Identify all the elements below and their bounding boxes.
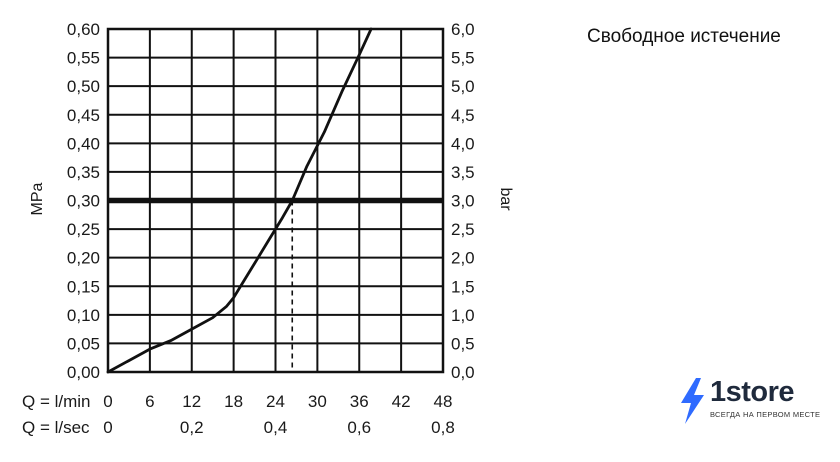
brand-name: 1store bbox=[710, 376, 795, 408]
tick-labels: 0,000,050,100,150,200,250,300,350,400,45… bbox=[22, 20, 475, 437]
y-tick-label-right: 3,5 bbox=[451, 163, 475, 182]
y-tick-label-left: 0,10 bbox=[67, 306, 100, 325]
y-tick-label-right: 0,5 bbox=[451, 334, 475, 353]
x-tick-label: 36 bbox=[350, 392, 369, 411]
y-tick-label-right: 1,5 bbox=[451, 277, 475, 296]
plot-border bbox=[106, 27, 445, 374]
x-tick-label: 42 bbox=[392, 392, 411, 411]
x-tick-label: 0,8 bbox=[431, 418, 455, 437]
y-axis-label-left: MPa bbox=[29, 182, 46, 215]
x-axis-row-label: Q = l/sec bbox=[22, 418, 90, 437]
chart-heading: Свободное истечение bbox=[587, 26, 781, 47]
x-tick-label: 0 bbox=[103, 418, 112, 437]
x-tick-label: 0 bbox=[103, 392, 112, 411]
y-tick-label-left: 0,30 bbox=[67, 192, 100, 211]
y-tick-label-right: 6,0 bbox=[451, 20, 475, 39]
y-tick-label-right: 2,0 bbox=[451, 249, 475, 268]
pressure-curve bbox=[106, 27, 373, 374]
x-tick-label: 0,4 bbox=[264, 418, 288, 437]
x-tick-label: 30 bbox=[308, 392, 327, 411]
x-tick-label: 0,6 bbox=[347, 418, 371, 437]
x-tick-label: 24 bbox=[266, 392, 285, 411]
y-tick-label-right: 4,5 bbox=[451, 106, 475, 125]
x-tick-label: 48 bbox=[434, 392, 453, 411]
plot-frame bbox=[106, 27, 445, 374]
series-layer bbox=[106, 27, 373, 374]
y-tick-label-left: 0,60 bbox=[67, 20, 100, 39]
y-tick-label-left: 0,15 bbox=[67, 277, 100, 296]
y-tick-label-left: 0,20 bbox=[67, 249, 100, 268]
y-tick-label-left: 0,50 bbox=[67, 77, 100, 96]
y-tick-label-left: 0,25 bbox=[67, 220, 100, 239]
x-tick-label: 0,2 bbox=[180, 418, 204, 437]
y-tick-label-right: 1,0 bbox=[451, 306, 475, 325]
lightning-bolt-icon bbox=[681, 378, 704, 424]
y-tick-label-left: 0,45 bbox=[67, 106, 100, 125]
brand-tagline: ВСЕГДА НА ПЕРВОМ МЕСТЕ bbox=[710, 410, 821, 419]
x-tick-label: 6 bbox=[145, 392, 154, 411]
y-tick-label-right: 2,5 bbox=[451, 220, 475, 239]
y-tick-label-left: 0,40 bbox=[67, 134, 100, 153]
y-tick-label-right: 3,0 bbox=[451, 192, 475, 211]
reference-layer bbox=[108, 197, 443, 372]
y-tick-label-right: 5,0 bbox=[451, 77, 475, 96]
x-tick-label: 12 bbox=[182, 392, 201, 411]
y-tick-label-left: 0,05 bbox=[67, 334, 100, 353]
pressure-flow-chart: 0,000,050,100,150,200,250,300,350,400,45… bbox=[22, 20, 514, 437]
x-axis-row-label: Q = l/min bbox=[22, 392, 91, 411]
x-tick-label: 18 bbox=[224, 392, 243, 411]
y-tick-label-right: 5,5 bbox=[451, 49, 475, 68]
y-tick-label-right: 0,0 bbox=[451, 363, 475, 382]
brand-logo: 1store ВСЕГДА НА ПЕРВОМ МЕСТЕ bbox=[676, 376, 826, 426]
y-axis-label-right: bar bbox=[497, 187, 514, 211]
y-tick-label-right: 4,0 bbox=[451, 134, 475, 153]
y-tick-label-left: 0,35 bbox=[67, 163, 100, 182]
y-tick-label-left: 0,00 bbox=[67, 363, 100, 382]
y-tick-label-left: 0,55 bbox=[67, 49, 100, 68]
